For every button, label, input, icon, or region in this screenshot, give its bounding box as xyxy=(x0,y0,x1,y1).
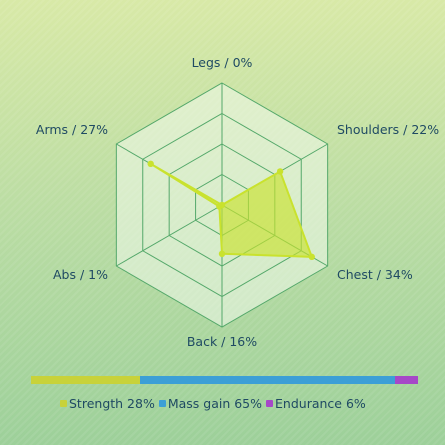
radar-series xyxy=(147,160,316,261)
radar-data-point xyxy=(216,203,223,210)
goal-bar-segment xyxy=(140,376,395,384)
axis-label-shoulders: Shoulders / 22% xyxy=(337,122,439,137)
axis-label-chest: Chest / 34% xyxy=(337,267,413,282)
legend-item: Mass gain 65% xyxy=(158,396,263,411)
axis-label-legs: Legs / 0% xyxy=(192,55,253,70)
goal-bar-segment xyxy=(31,376,141,384)
legend-item: Strength 28% xyxy=(60,396,155,411)
axis-label-abs: Abs / 1% xyxy=(53,267,108,282)
legend-label: Strength 28% xyxy=(69,396,155,411)
goal-breakdown-bar xyxy=(31,376,418,384)
legend-swatch xyxy=(60,400,67,407)
radar-spoke xyxy=(116,204,223,267)
legend-item: Endurance 6% xyxy=(266,396,366,411)
legend-label: Endurance 6% xyxy=(275,396,366,411)
axis-label-back: Back / 16% xyxy=(187,334,257,349)
legend-swatch xyxy=(266,400,274,407)
radar-labels: Legs / 0% Shoulders / 22% Chest / 34% Back … xyxy=(36,55,439,349)
axis-label-arms: Arms / 27% xyxy=(36,122,108,137)
radar-data-point xyxy=(276,168,284,175)
radar-data-point xyxy=(218,250,226,257)
radar-data-point xyxy=(308,253,316,261)
radar-data-point xyxy=(147,160,154,168)
legend-label: Mass gain 65% xyxy=(167,396,263,411)
goal-bar-segment xyxy=(394,376,418,384)
goal-breakdown-legend: Strength 28% Mass gain 65% Endurance 6% xyxy=(60,396,370,411)
legend-swatch xyxy=(158,400,166,407)
